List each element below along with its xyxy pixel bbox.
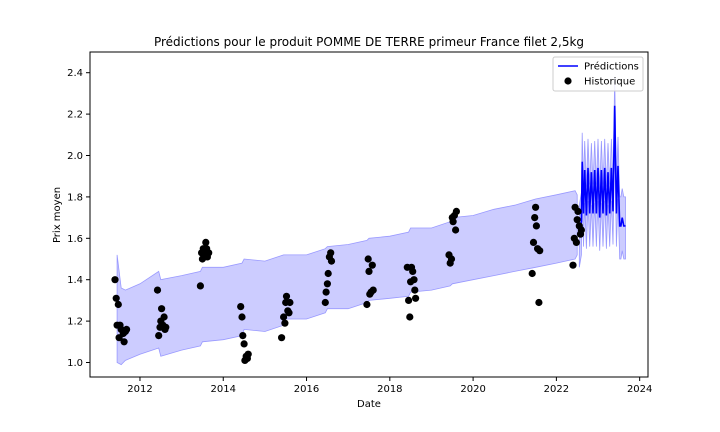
y-tick-label: 2.0 (67, 151, 83, 162)
y-tick-label: 2.4 (67, 68, 83, 79)
y-tick-label: 1.6 (67, 234, 83, 245)
historique-point (409, 267, 417, 275)
historique-point (411, 286, 419, 294)
historique-point (158, 305, 166, 313)
legend-label-historique: Historique (584, 77, 635, 88)
axes-frame (89, 51, 649, 378)
historique-point (406, 313, 414, 321)
historique-point (281, 319, 289, 327)
historique-point (322, 288, 330, 296)
y-tick-label: 1.4 (67, 275, 83, 286)
y-tick-label: 1.8 (67, 192, 83, 203)
historique-point (123, 325, 131, 333)
historique-point (205, 249, 213, 257)
x-tick-label: 2018 (377, 384, 402, 395)
axis-ticks: 2012 2014 2016 2018 2020 2022 2024 1.0 1.2 1.4 1.6… (67, 68, 652, 395)
x-tick-label: 2014 (211, 384, 236, 395)
historique-point (574, 207, 582, 215)
prediction-line (578, 105, 626, 235)
historique-point (280, 313, 288, 321)
historique-point (286, 298, 294, 307)
x-tick-label: 2012 (127, 384, 152, 395)
historique-point (321, 298, 329, 307)
legend-dot-marker (564, 77, 572, 85)
historique-point (412, 294, 420, 302)
historique-point (531, 214, 539, 222)
historique-point (572, 238, 581, 246)
historique-point (363, 300, 371, 309)
y-tick-label: 1.0 (67, 358, 83, 369)
historique-point (111, 276, 119, 284)
historique-point (120, 338, 128, 346)
y-axis-title: Prix moyen (52, 187, 63, 243)
historique-point (528, 269, 536, 278)
y-tick-label: 1.2 (67, 317, 83, 328)
historique-point (112, 294, 120, 302)
historique-point (282, 292, 291, 300)
x-tick-label: 2024 (627, 384, 652, 395)
historique-point (155, 332, 163, 340)
historique-point (162, 323, 170, 331)
x-tick-label: 2016 (294, 384, 319, 395)
historique-point (532, 203, 540, 211)
x-axis-title: Date (357, 399, 381, 410)
y-tick-label: 2.2 (67, 110, 83, 121)
historique-point (285, 309, 293, 317)
historique-point (405, 296, 413, 304)
historique-point (364, 255, 372, 263)
historique-point (368, 261, 376, 269)
historique-point (239, 332, 247, 340)
historique-point (452, 226, 460, 234)
historique-point (577, 226, 586, 234)
historique-point (365, 267, 373, 275)
historique-point (196, 282, 204, 290)
legend: Prédictions Historique (552, 56, 644, 92)
historique-point (532, 222, 541, 230)
historique-point (535, 298, 543, 307)
historique-point (569, 261, 577, 269)
historique-point (410, 276, 418, 284)
chart-title: Prédictions pour le produit POMME DE TER… (154, 35, 584, 49)
historique-point (452, 207, 460, 215)
historique-point (529, 238, 538, 246)
historique-point (114, 300, 122, 309)
legend-label-predictions: Prédictions (584, 61, 639, 73)
historique-point (244, 350, 252, 358)
historique-point (278, 334, 286, 342)
historique-point (447, 255, 456, 263)
historique-point (324, 269, 332, 278)
historique-point (573, 216, 581, 224)
historique-point (238, 313, 246, 321)
x-tick-label: 2020 (460, 384, 485, 395)
historique-point (202, 238, 210, 246)
x-tick-label: 2022 (544, 384, 569, 395)
historique-point (237, 303, 245, 311)
historique-point (160, 313, 168, 321)
historique-point (323, 280, 331, 288)
historique-point (369, 286, 377, 294)
historique-point (327, 249, 335, 257)
historique-point (449, 218, 457, 226)
historique-point (536, 247, 544, 255)
historique-point (327, 257, 336, 265)
historique-point (153, 286, 162, 294)
historique-point (240, 340, 248, 348)
plot-area (111, 76, 626, 366)
